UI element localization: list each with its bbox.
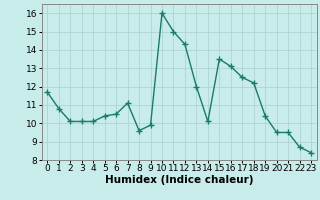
X-axis label: Humidex (Indice chaleur): Humidex (Indice chaleur) xyxy=(105,175,253,185)
